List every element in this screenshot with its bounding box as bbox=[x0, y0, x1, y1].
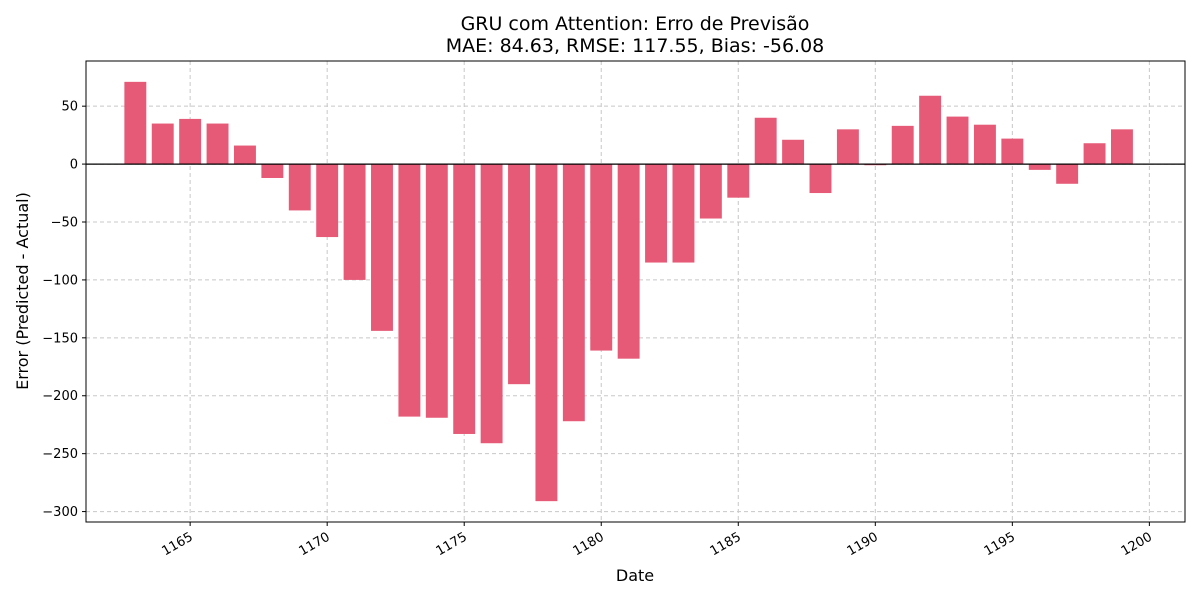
bar bbox=[535, 164, 558, 502]
x-tick-label: 1190 bbox=[845, 530, 881, 560]
x-tick-label: 1200 bbox=[1119, 530, 1155, 560]
bar bbox=[398, 164, 421, 417]
bar bbox=[727, 164, 750, 198]
bar bbox=[261, 164, 284, 178]
y-axis-label: Error (Predicted - Actual) bbox=[13, 192, 32, 390]
bar bbox=[124, 81, 147, 165]
bar bbox=[562, 164, 585, 422]
y-tick-label: 50 bbox=[61, 100, 78, 115]
bar bbox=[316, 164, 339, 238]
y-ticks: 50 0 −50 −100 −150 −200 −250 −300 bbox=[42, 100, 86, 520]
bar bbox=[672, 164, 695, 263]
bar bbox=[151, 123, 174, 165]
bar bbox=[946, 116, 969, 165]
bar bbox=[617, 164, 640, 359]
bar bbox=[1056, 164, 1079, 184]
x-tick-label: 1175 bbox=[434, 530, 470, 560]
plot-frame bbox=[85, 60, 1186, 523]
y-tick-label: −150 bbox=[42, 331, 78, 346]
bar bbox=[233, 145, 256, 165]
bar bbox=[590, 164, 613, 351]
bar bbox=[782, 139, 805, 165]
x-tick-label: 1170 bbox=[297, 530, 333, 560]
bar bbox=[1111, 129, 1133, 165]
bar bbox=[754, 117, 777, 165]
y-tick-label: −300 bbox=[42, 505, 78, 520]
bar bbox=[343, 164, 366, 280]
bar bbox=[1001, 138, 1024, 165]
bar bbox=[973, 124, 996, 165]
x-axis-label: Date bbox=[616, 566, 654, 585]
bar bbox=[453, 164, 476, 434]
x-tick-label: 1195 bbox=[982, 530, 1018, 560]
chart-subtitle: MAE: 84.63, RMSE: 117.55, Bias: -56.08 bbox=[446, 35, 825, 57]
bar bbox=[371, 164, 393, 331]
x-tick-label: 1185 bbox=[708, 530, 744, 560]
bar bbox=[1083, 143, 1106, 165]
bar bbox=[425, 164, 448, 418]
bar bbox=[480, 164, 503, 444]
x-tick-label: 1165 bbox=[160, 530, 196, 560]
y-tick-label: 0 bbox=[70, 158, 78, 173]
bar bbox=[179, 118, 202, 165]
bar bbox=[206, 123, 229, 165]
bar bbox=[288, 164, 311, 211]
x-ticks: 1165 1170 1175 1180 1185 1190 1195 1200 bbox=[160, 522, 1155, 559]
bar bbox=[1028, 164, 1051, 170]
y-tick-label: −100 bbox=[42, 273, 78, 288]
bar bbox=[508, 164, 530, 385]
bar bbox=[919, 95, 942, 165]
bar bbox=[645, 164, 668, 263]
y-tick-label: −250 bbox=[42, 447, 78, 462]
bar bbox=[699, 164, 722, 219]
y-tick-label: −50 bbox=[51, 216, 78, 231]
x-tick-label: 1180 bbox=[571, 530, 607, 560]
bar bbox=[836, 129, 859, 165]
bars bbox=[124, 81, 1133, 502]
y-tick-label: −200 bbox=[42, 389, 78, 404]
bar bbox=[809, 164, 832, 194]
chart-title: GRU com Attention: Erro de Previsão bbox=[461, 13, 810, 35]
bar bbox=[891, 125, 914, 165]
